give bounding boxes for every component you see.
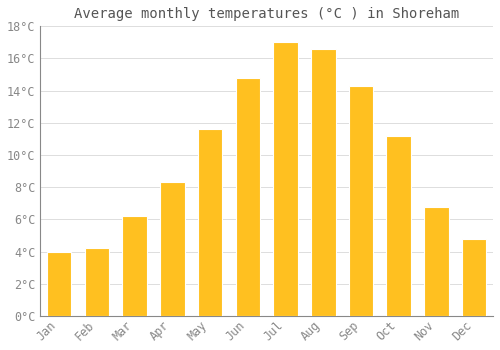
Bar (236, 78, 260, 316)
Bar (160, 182, 184, 316)
Title: Average monthly temperatures (°C ) in Shoreham: Average monthly temperatures (°C ) in Sh… (74, 7, 460, 21)
Bar (84, 248, 109, 316)
Bar (348, 86, 374, 316)
Bar (462, 239, 486, 316)
Bar (424, 206, 448, 316)
Bar (311, 49, 336, 316)
Bar (47, 252, 72, 316)
Bar (198, 129, 222, 316)
Bar (274, 42, 298, 316)
Bar (122, 216, 147, 316)
Bar (386, 136, 411, 316)
